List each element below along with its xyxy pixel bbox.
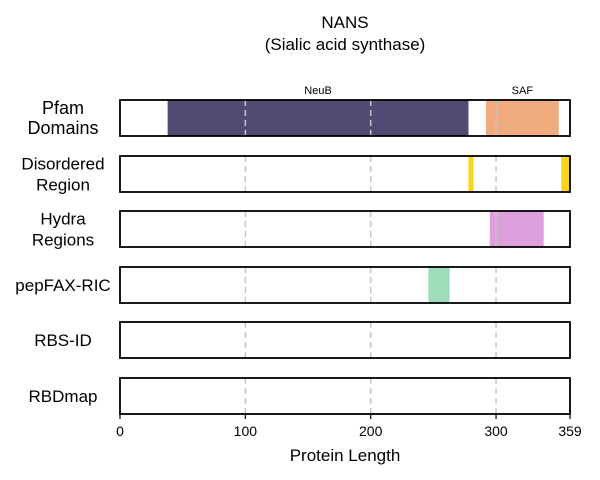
row-label-line: RBDmap	[29, 387, 98, 406]
x-tick-label: 300	[484, 423, 508, 439]
chart-subtitle: (Sialic acid synthase)	[265, 35, 426, 54]
track-rows: NeuB SAF Pfam Domains Disordered Region Hydra R…	[15, 85, 571, 415]
domain-segment	[428, 267, 450, 303]
track-row: NeuB SAF Pfam Domains	[27, 85, 571, 138]
track-row: Hydra Regions	[32, 210, 571, 250]
row-label-line: Disordered	[21, 155, 104, 174]
x-tick-label: 359	[558, 423, 582, 439]
row-label: RBS-ID	[34, 331, 92, 350]
row-label: Disordered Region	[21, 155, 104, 195]
track-row: pepFAX-RIC	[15, 266, 571, 304]
domain-segment	[489, 211, 544, 247]
row-label: pepFAX-RIC	[15, 276, 110, 295]
track-frame	[119, 99, 571, 137]
domain-segment	[486, 100, 559, 136]
track-frame	[119, 155, 571, 193]
row-label-line: Domains	[27, 118, 98, 138]
x-tick-label: 200	[359, 423, 383, 439]
x-tick-label: 100	[234, 423, 258, 439]
track-frame	[119, 321, 571, 359]
row-label-line: Regions	[32, 231, 94, 250]
row-label-line: Region	[36, 176, 90, 195]
row-label-line: pepFAX-RIC	[15, 276, 110, 295]
track-frame	[119, 210, 571, 248]
row-label: RBDmap	[29, 387, 98, 406]
row-label-line: RBS-ID	[34, 331, 92, 350]
track-row: RBDmap	[29, 377, 571, 415]
x-axis: 0 100 200 300 359	[116, 414, 582, 439]
domain-label: NeuB	[304, 85, 332, 97]
track-row: Disordered Region	[21, 155, 571, 195]
domain-segment	[167, 100, 469, 136]
row-label: Hydra Regions	[32, 210, 94, 250]
row-label-line: Hydra	[40, 210, 86, 229]
x-tick-label: 0	[116, 423, 124, 439]
row-label-line: Pfam	[42, 98, 84, 118]
chart-title: NANS	[321, 13, 368, 32]
x-axis-label: Protein Length	[290, 446, 401, 465]
row-label: Pfam Domains	[27, 98, 98, 138]
domain-segment	[468, 156, 474, 192]
track-frame	[119, 266, 571, 304]
track-frame	[119, 377, 571, 415]
domain-label: SAF	[512, 85, 534, 97]
track-row: RBS-ID	[34, 321, 571, 359]
domain-segment	[561, 156, 570, 192]
